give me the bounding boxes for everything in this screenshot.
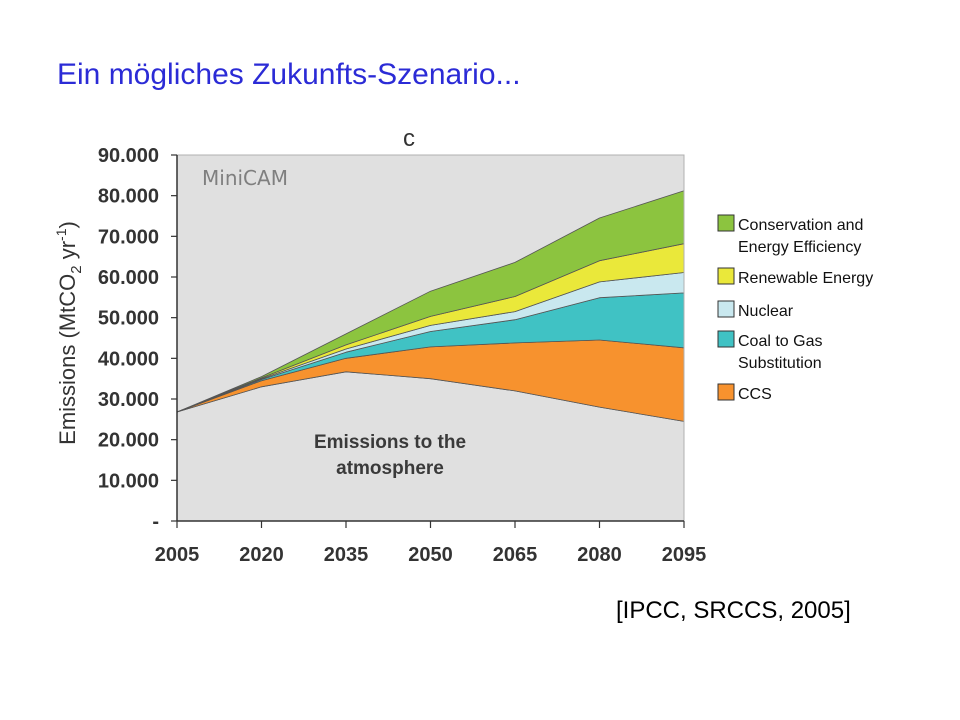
y-axis-label-mid: yr	[55, 241, 80, 265]
y-tick-label: 30.000	[98, 389, 159, 411]
legend-swatch-ccs	[717, 383, 735, 401]
stacked-areas	[176, 190, 685, 522]
legend-label-conservation: Conservation and	[738, 217, 863, 234]
x-tick-label: 2065	[493, 544, 538, 566]
y-tick-label: 70.000	[98, 226, 159, 248]
model-label: MiniCAM	[202, 166, 288, 190]
legend-label-nuclear: Nuclear	[738, 303, 794, 320]
legend-swatch-conservation	[717, 214, 735, 232]
y-tick-label: 50.000	[98, 308, 159, 330]
legend-swatch-renewable	[717, 267, 735, 285]
y-axis-label-prefix: Emissions (MtCO	[55, 274, 80, 445]
x-tick-label: 2050	[408, 544, 453, 566]
y-tick-label: 80.000	[98, 186, 159, 208]
legend-swatch-nuclear	[717, 300, 735, 318]
y-tick-label: 20.000	[98, 430, 159, 452]
y-tick-label: 40.000	[98, 348, 159, 370]
legend-label-renewable: Renewable Energy	[738, 270, 873, 287]
y-tick-label: 90.000	[98, 145, 159, 167]
slide-title: Ein mögliches Zukunfts-Szenario...	[57, 58, 521, 91]
x-tick-label: 2080	[577, 544, 622, 566]
y-tick-label: -	[152, 511, 159, 533]
legend-label-coal_to_gas: Coal to Gas	[738, 333, 822, 350]
y-axis-label-sub: 2	[68, 265, 85, 273]
panel-letter: c	[403, 125, 415, 152]
x-tick-label: 2005	[155, 544, 200, 566]
y-axis-label: Emissions (MtCO2 yr-1)	[53, 221, 85, 445]
citation: [IPCC, SRCCS, 2005]	[616, 597, 851, 624]
x-tick-label: 2020	[239, 544, 284, 566]
axes: - 10.000 20.000 30.000 40.000 50.000 60.000 70.…	[98, 145, 706, 566]
y-tick-label: 10.000	[98, 470, 159, 492]
legend: Conservation and Energy Efficiency Renewab…	[717, 214, 873, 403]
annotation-line-1: Emissions to the	[314, 432, 466, 453]
x-tick-label: 2095	[662, 544, 707, 566]
y-axis-label-sup: -1	[53, 228, 69, 241]
legend-swatch-coal_to_gas	[717, 330, 735, 348]
y-tick-label: 60.000	[98, 267, 159, 289]
y-axis-label-suffix: )	[55, 221, 80, 228]
legend-label-ccs: CCS	[738, 386, 772, 403]
legend-label-conservation: Energy Efficiency	[738, 239, 861, 256]
annotation-line-2: atmosphere	[336, 458, 444, 479]
x-tick-label: 2035	[324, 544, 369, 566]
legend-label-coal_to_gas: Substitution	[738, 355, 822, 372]
